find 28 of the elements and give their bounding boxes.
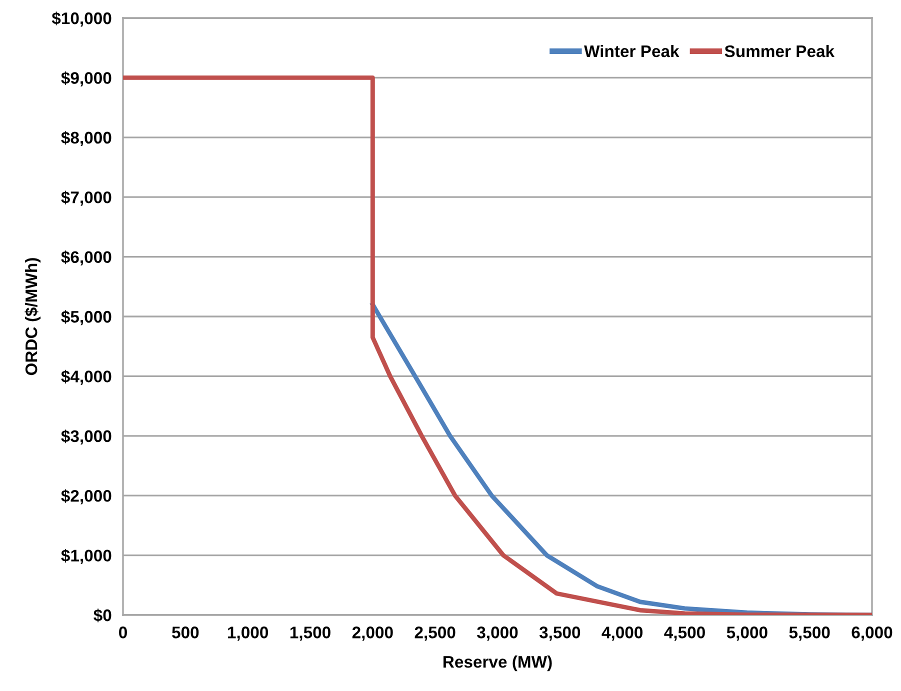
y-tick-label: $8,000	[61, 131, 112, 146]
y-tick-label: $4,000	[61, 370, 112, 385]
y-tick-label: $1,000	[61, 548, 112, 564]
x-tick-label: 5,500	[789, 626, 830, 641]
x-tick-label: 4,500	[664, 626, 705, 641]
y-axis-title: ORDC ($/MWh)	[24, 258, 41, 376]
x-tick-label: 2,000	[352, 626, 393, 641]
y-tick-label: $6,000	[61, 250, 112, 266]
y-tick-label: $0	[94, 608, 112, 622]
x-tick-label: 500	[172, 626, 199, 638]
x-tick-label: 3,000	[477, 626, 518, 641]
x-tick-label: 4,000	[602, 626, 643, 641]
x-tick-label: 2,500	[414, 626, 456, 641]
x-axis-title: Reserve (MW)	[444, 656, 552, 672]
legend-label: Summer Peak	[724, 44, 835, 58]
x-tick-label: 0	[119, 626, 127, 638]
y-tick-label: $3,000	[61, 430, 112, 445]
y-tick-label: $9,000	[61, 71, 112, 86]
x-tick-label: 3,500	[539, 626, 580, 641]
y-tick-label: $7,000	[61, 190, 112, 206]
y-tick-label: $2,000	[61, 489, 112, 504]
x-tick-label: 6,000	[852, 626, 892, 641]
y-tick-label: $5,000	[61, 310, 112, 326]
x-tick-label: 5,000	[726, 626, 768, 641]
legend-label: Winter Peak	[584, 44, 680, 58]
y-tick-label: $10,000	[52, 12, 112, 27]
x-tick-label: 1,500	[290, 626, 330, 641]
x-tick-label: 1,000	[228, 626, 268, 641]
